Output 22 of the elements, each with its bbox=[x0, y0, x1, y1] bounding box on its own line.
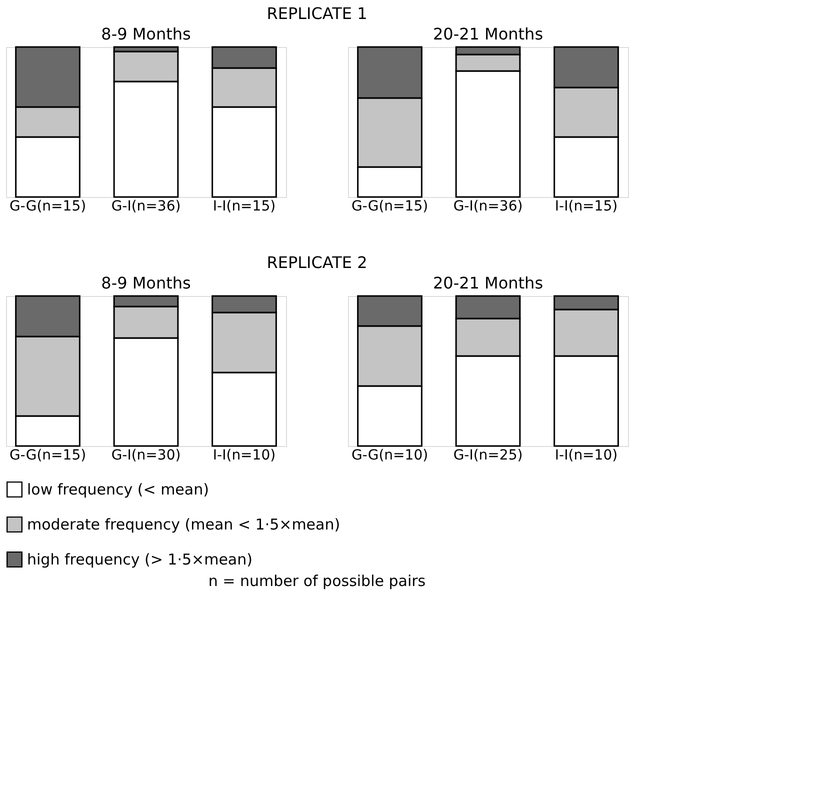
x-tick-label: I-I(n=10) bbox=[554, 448, 618, 464]
legend-label: low frequency (< mean) bbox=[27, 480, 209, 498]
text: REPLICATE 2 bbox=[266, 252, 368, 272]
text: n = number of possible pairs bbox=[208, 572, 426, 590]
x-tick-label: I-I(n=15) bbox=[212, 198, 276, 214]
x-tick-label: G-G(n=15) bbox=[351, 198, 428, 214]
chart-title: 20-21 Months bbox=[432, 273, 544, 292]
x-tick-label: I-I(n=10) bbox=[212, 448, 276, 464]
legend-label: moderate frequency (mean < 1·5×mean) bbox=[27, 516, 340, 534]
chart-title: 20-21 Months bbox=[432, 24, 544, 44]
x-tick-label: G-I(n=30) bbox=[111, 448, 181, 464]
chart-title: 8-9 Months bbox=[101, 24, 191, 44]
x-tick-label: G-G(n=15) bbox=[9, 448, 86, 464]
x-tick-label: G-G(n=10) bbox=[351, 448, 428, 464]
chart-title: 8-9 Months bbox=[101, 273, 191, 292]
legend-label: high frequency (> 1·5×mean) bbox=[27, 550, 252, 568]
x-tick-label: G-I(n=25) bbox=[453, 448, 523, 464]
text: REPLICATE 1 bbox=[266, 4, 368, 23]
x-tick-label: G-I(n=36) bbox=[111, 198, 181, 214]
x-tick-label: G-G(n=15) bbox=[9, 198, 86, 214]
x-tick-label: G-I(n=36) bbox=[453, 198, 523, 214]
x-tick-label: I-I(n=15) bbox=[554, 198, 618, 214]
